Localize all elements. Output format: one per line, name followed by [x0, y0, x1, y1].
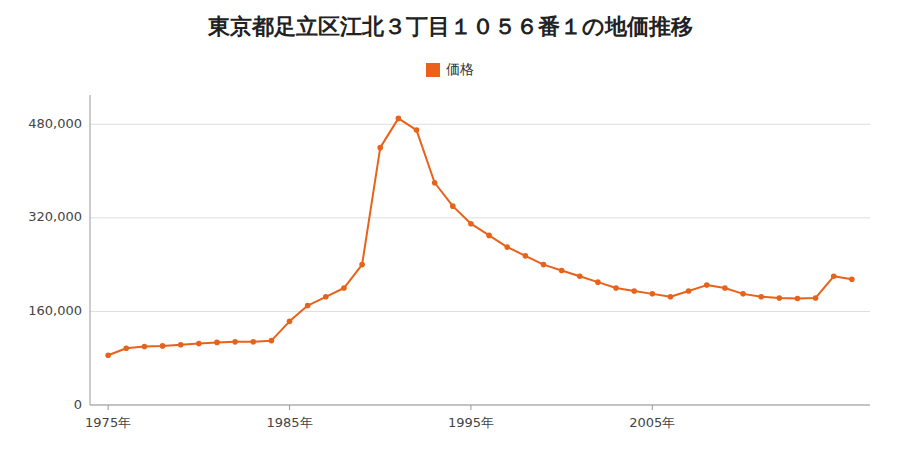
point [359, 262, 365, 268]
y-tick-label: 320,000 [28, 209, 82, 224]
x-axis-line [90, 405, 870, 406]
line [108, 118, 852, 355]
point [396, 116, 402, 122]
point [250, 339, 256, 345]
point [650, 291, 656, 297]
point [178, 342, 184, 348]
point [142, 344, 148, 350]
legend: 価格 [426, 61, 474, 77]
point [777, 295, 783, 301]
grid-line [90, 311, 870, 312]
point [704, 282, 710, 288]
point [105, 352, 111, 358]
point [486, 233, 492, 239]
title: 東京都足立区江北３丁目１０５６番１の地価推移 [207, 14, 693, 39]
point [214, 340, 220, 346]
point [287, 319, 293, 325]
legend-label: 価格 [446, 61, 474, 77]
point [631, 288, 637, 294]
y-tick-label: 480,000 [28, 116, 82, 131]
data-area [105, 116, 854, 358]
point [450, 203, 456, 209]
point [613, 285, 619, 291]
grid-line [90, 217, 870, 218]
point [740, 291, 746, 297]
point [722, 285, 728, 291]
x-tick [108, 405, 109, 410]
x-tick-label: 2005年 [629, 415, 675, 430]
grid-line [90, 124, 870, 125]
point [758, 294, 764, 300]
point [559, 268, 565, 274]
point [232, 339, 238, 345]
y-axis-line [90, 95, 91, 405]
point [541, 262, 547, 268]
x-tick-label: 1985年 [266, 415, 312, 430]
x-tick [652, 405, 653, 410]
x-tick [470, 405, 471, 410]
x-tick-label: 1995年 [448, 415, 494, 430]
point [523, 253, 529, 259]
point [686, 288, 692, 294]
chart: 東京都足立区江北３丁目１０５６番１の地価推移価格 0 160,000 320,000 4… [0, 0, 900, 450]
point [813, 295, 819, 301]
point [305, 303, 311, 309]
y-tick-label: 160,000 [28, 303, 82, 318]
x-tick [289, 405, 290, 410]
point [269, 338, 275, 344]
point [504, 244, 510, 250]
y-tick-label: 0 [74, 397, 82, 412]
point [595, 279, 601, 285]
point [668, 294, 674, 300]
point [849, 276, 855, 282]
x-tick-label: 1975年 [85, 415, 131, 430]
point [414, 127, 420, 133]
point [577, 274, 583, 280]
point [795, 296, 801, 302]
y-grid [90, 124, 870, 405]
point [323, 294, 329, 300]
point [831, 274, 837, 280]
point [432, 180, 438, 186]
point [160, 343, 166, 349]
point [341, 285, 347, 291]
point [468, 221, 474, 227]
legend-swatch [426, 63, 440, 77]
point [196, 341, 202, 347]
point [123, 345, 129, 351]
point [377, 145, 383, 151]
grid-line [90, 405, 870, 406]
